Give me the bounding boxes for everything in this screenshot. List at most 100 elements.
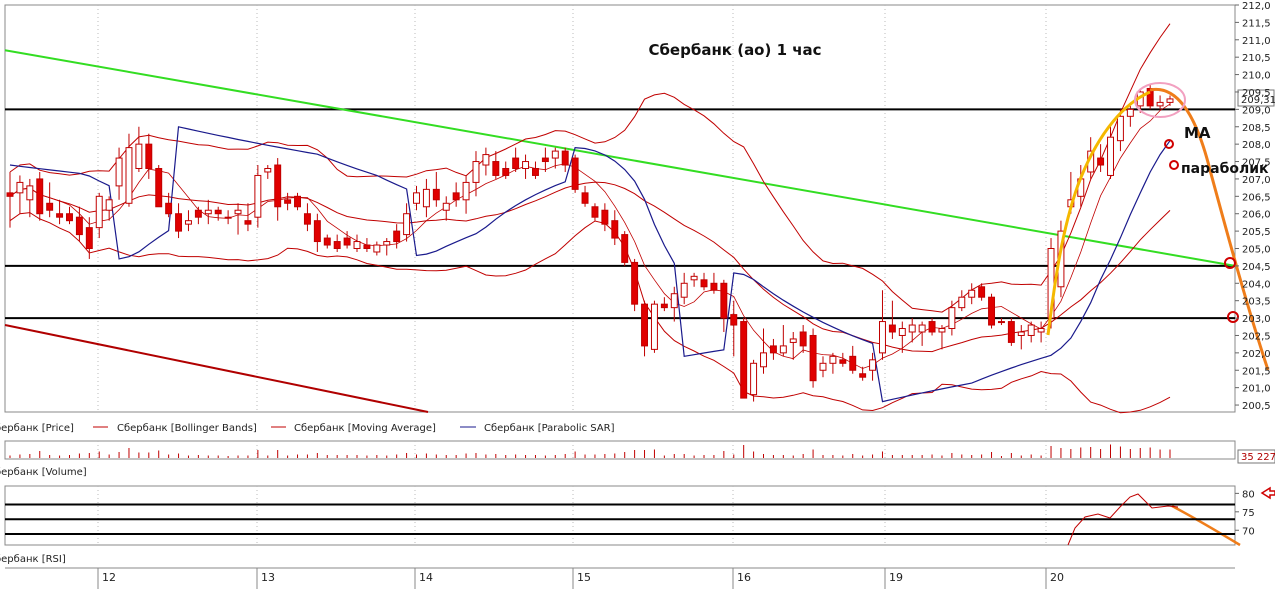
candle xyxy=(343,231,351,249)
candle xyxy=(859,366,867,381)
candle-body-down xyxy=(611,220,619,239)
candle xyxy=(184,210,192,232)
candle-body-down xyxy=(363,244,371,250)
candle xyxy=(601,203,609,232)
candle xyxy=(1007,318,1015,346)
candle-body-up xyxy=(670,293,678,309)
candle xyxy=(621,231,629,266)
yellow-curve xyxy=(1046,90,1151,336)
legend-bollinger: Сбербанк [Bollinger Bands] xyxy=(117,423,257,434)
candle xyxy=(482,147,490,176)
candle-body-down xyxy=(155,167,163,208)
candle-body-up xyxy=(224,216,232,219)
legend-rsi: Сбербанк [RSI] xyxy=(0,554,66,565)
candle xyxy=(313,213,321,252)
candle-body-up xyxy=(958,296,966,309)
candle-body-up xyxy=(997,321,1005,324)
candle xyxy=(908,318,916,343)
candle-body-down xyxy=(660,303,668,309)
candle-body-up xyxy=(472,161,480,183)
candle xyxy=(175,203,183,239)
candle xyxy=(36,171,44,221)
candle xyxy=(294,192,301,211)
candle xyxy=(214,206,222,221)
date-label: 20 xyxy=(1050,571,1064,584)
candle xyxy=(700,272,708,291)
candle xyxy=(1126,105,1134,127)
price-tick-label: 206,5 xyxy=(1242,192,1271,203)
candle-body-down xyxy=(56,213,64,218)
candle xyxy=(660,297,668,312)
rsi-line xyxy=(1067,493,1179,546)
candle xyxy=(809,328,817,388)
candle xyxy=(512,147,520,172)
moving-average xyxy=(9,181,1171,353)
price-tick-label: 208,0 xyxy=(1242,140,1271,151)
last-price-label: 209,31 xyxy=(1241,95,1275,106)
candle xyxy=(918,321,926,346)
candle xyxy=(1116,109,1124,152)
price-tick-label: 201,0 xyxy=(1242,384,1271,395)
legend-volume: Сбербанк [Volume] xyxy=(0,467,87,478)
candle xyxy=(363,238,371,252)
candle xyxy=(46,182,54,218)
candle xyxy=(224,210,232,225)
candle xyxy=(442,196,450,221)
candle-body-down xyxy=(839,359,847,364)
candle xyxy=(720,279,728,332)
candle-body-up xyxy=(680,282,688,298)
candle-body-down xyxy=(531,167,539,176)
candle xyxy=(204,199,212,225)
candle-body-down xyxy=(631,261,639,305)
price-tick-label: 210,0 xyxy=(1242,71,1271,82)
legend-ma: Сбербанк [Moving Average] xyxy=(294,423,436,434)
candle xyxy=(829,352,837,374)
candle-body-up xyxy=(898,328,906,336)
candle xyxy=(849,345,857,374)
candle-body-down xyxy=(591,206,599,218)
candle-body-up xyxy=(760,352,767,368)
candle xyxy=(769,338,777,360)
rsi-panel-frame xyxy=(4,485,1236,546)
candle xyxy=(155,165,163,208)
price-tick-label: 204,5 xyxy=(1242,262,1271,273)
ma-marker xyxy=(1164,139,1174,149)
candle xyxy=(869,352,877,381)
parabolic-sar xyxy=(9,126,1171,403)
price-tick-label: 204,0 xyxy=(1242,279,1271,290)
candle-body-up xyxy=(442,202,450,211)
candle-body-up xyxy=(482,154,490,166)
candle xyxy=(968,283,976,305)
candle xyxy=(432,171,440,207)
price-tick-label: 203,0 xyxy=(1242,314,1271,325)
candle xyxy=(26,178,34,218)
candle-body-down xyxy=(432,188,440,201)
candle-body-down xyxy=(214,209,222,215)
candle-body-down xyxy=(888,324,896,333)
candle-body-up xyxy=(115,157,123,187)
price-tick-label: 210,5 xyxy=(1242,53,1271,64)
bollinger-upper xyxy=(9,23,1171,313)
price-tick-label: 211,5 xyxy=(1242,18,1271,29)
candle-body-down xyxy=(561,150,569,166)
candle xyxy=(383,238,391,256)
candle xyxy=(591,203,599,221)
candle xyxy=(353,234,361,252)
candle xyxy=(115,147,123,200)
volume-value-box xyxy=(1237,449,1275,464)
candle xyxy=(6,171,14,228)
candle xyxy=(85,217,93,259)
price-tick-label: 207,0 xyxy=(1242,175,1271,186)
candle-body-down xyxy=(85,227,93,250)
candle xyxy=(472,151,480,197)
candle-body-down xyxy=(294,195,301,208)
candle xyxy=(988,293,996,329)
candle xyxy=(56,199,64,225)
candle xyxy=(95,192,103,239)
candle xyxy=(125,133,133,207)
candle-body-up xyxy=(789,338,797,343)
candle-body-up xyxy=(918,324,926,333)
candle xyxy=(571,154,579,193)
price-tick-label: 205,5 xyxy=(1242,227,1271,238)
